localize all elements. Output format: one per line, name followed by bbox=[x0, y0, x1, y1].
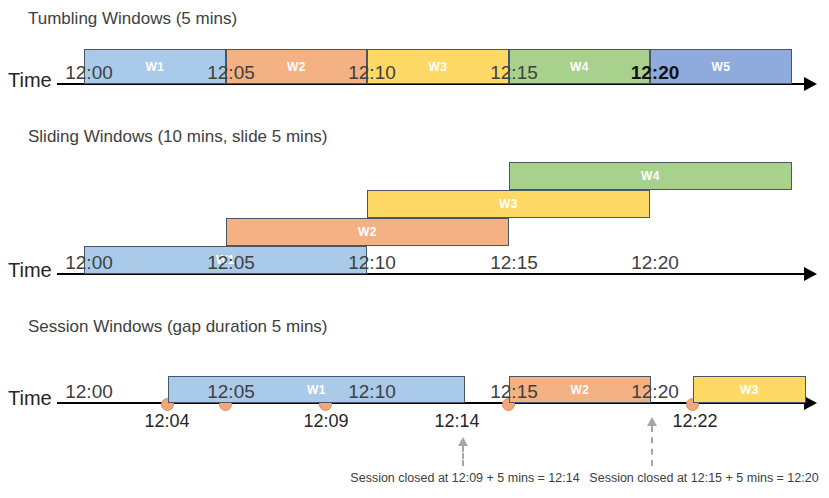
event-label-12-04: 12:04 bbox=[144, 411, 189, 432]
event-label-12-14: 12:14 bbox=[434, 411, 479, 432]
event-label-12-22: 12:22 bbox=[672, 411, 717, 432]
tick-12-20: 12:20 bbox=[631, 62, 680, 83]
tick-12-05: 12:05 bbox=[207, 62, 255, 83]
session-close-annotation-2: Session closed at 12:15 + 5 mins = 12:20 bbox=[589, 471, 818, 485]
sliding-arrowhead-icon bbox=[804, 267, 817, 281]
window-label-w2: W2 bbox=[571, 383, 590, 397]
tick-12-15: 12:15 bbox=[490, 381, 538, 402]
sliding-section-title: Sliding Windows (10 mins, slide 5 mins) bbox=[28, 127, 328, 147]
tick-12-15: 12:15 bbox=[490, 252, 538, 273]
window-label-w4: W4 bbox=[570, 60, 589, 74]
window-label-w4: W4 bbox=[641, 169, 660, 183]
tick-12-00: 12:00 bbox=[65, 252, 113, 273]
windowing-diagram: Tumbling Windows (5 mins) Time W1 W2 W3 … bbox=[0, 0, 829, 498]
sliding-window-w3: W3 bbox=[367, 190, 650, 218]
tumbling-time-axis-label: Time bbox=[8, 69, 52, 92]
window-label-w5: W5 bbox=[712, 60, 731, 74]
session-close-arrow-icon bbox=[647, 417, 657, 426]
session-window-w3: W3 bbox=[693, 376, 806, 403]
tumbling-section-title: Tumbling Windows (5 mins) bbox=[28, 9, 237, 29]
window-label-w1: W1 bbox=[307, 383, 326, 397]
sliding-window-w4: W4 bbox=[509, 162, 792, 190]
window-label-w3: W3 bbox=[740, 383, 759, 397]
tick-12-05: 12:05 bbox=[207, 381, 255, 402]
window-label-w2: W2 bbox=[358, 225, 377, 239]
session-close-arrow-icon bbox=[458, 437, 468, 446]
session-time-axis-label: Time bbox=[8, 387, 52, 410]
session-section-title: Session Windows (gap duration 5 mins) bbox=[28, 317, 328, 337]
tick-12-20: 12:20 bbox=[631, 381, 679, 402]
window-label-w1: W1 bbox=[146, 60, 165, 74]
session-close-arrow-stem bbox=[462, 446, 464, 466]
window-label-w3: W3 bbox=[429, 60, 448, 74]
tick-12-15: 12:15 bbox=[490, 62, 538, 83]
sliding-window-w2: W2 bbox=[226, 218, 509, 246]
tick-12-20: 12:20 bbox=[631, 252, 679, 273]
window-label-w3: W3 bbox=[499, 197, 518, 211]
session-close-annotation-1: Session closed at 12:09 + 5 mins = 12:14 bbox=[350, 471, 579, 485]
tumbling-arrowhead-icon bbox=[804, 77, 817, 91]
tick-12-10: 12:10 bbox=[348, 252, 396, 273]
tick-12-05: 12:05 bbox=[207, 252, 255, 273]
tick-12-10: 12:10 bbox=[348, 381, 396, 402]
sliding-time-axis-label: Time bbox=[8, 259, 52, 282]
event-label-12-09: 12:09 bbox=[303, 411, 348, 432]
tick-12-00: 12:00 bbox=[65, 62, 113, 83]
tick-12-10: 12:10 bbox=[348, 62, 396, 83]
session-close-arrow-stem bbox=[651, 426, 653, 466]
tick-12-00: 12:00 bbox=[65, 381, 113, 402]
window-label-w2: W2 bbox=[287, 60, 306, 74]
